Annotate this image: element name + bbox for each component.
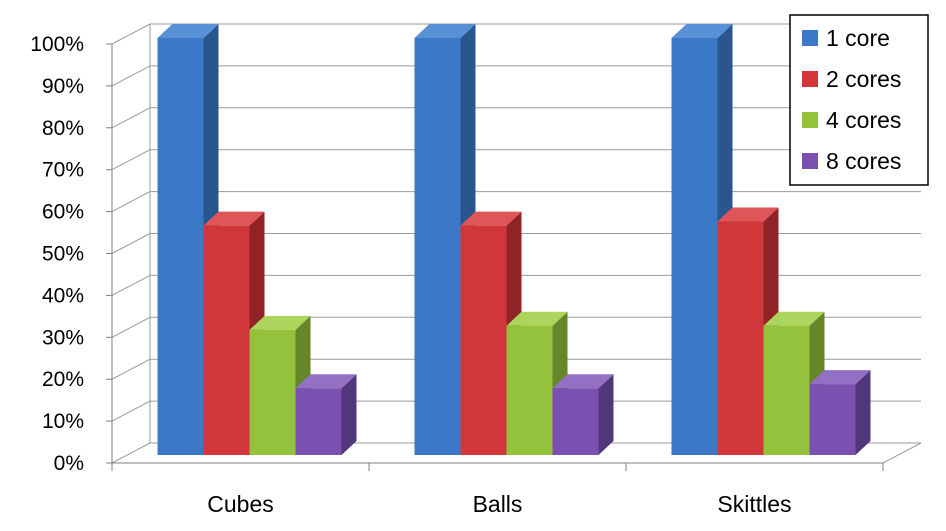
y-tick-label: 0%	[54, 452, 84, 475]
chart-legend: 1 core 2 cores 4 cores 8 cores	[789, 14, 929, 186]
bar-8-cores-balls	[552, 374, 614, 455]
legend-label: 1 core	[826, 25, 890, 51]
bar-top	[414, 24, 476, 38]
legend-item: 2 cores	[802, 66, 901, 92]
bar-front	[460, 225, 507, 455]
category-label: Skittles	[717, 491, 791, 517]
bar-front	[552, 388, 599, 455]
y-tick-label: 100%	[30, 33, 84, 56]
legend-label: 2 cores	[826, 66, 901, 92]
gridline-side	[111, 149, 151, 171]
bar-top	[157, 24, 219, 38]
bar-front	[295, 388, 342, 455]
gridline-side	[111, 23, 151, 45]
legend-label: 8 cores	[826, 148, 901, 174]
bar-top	[460, 211, 522, 226]
bar-8-cores-skittles	[809, 370, 871, 455]
legend-swatch	[802, 153, 818, 169]
bar-top	[249, 315, 311, 330]
legend-label: 4 cores	[826, 107, 901, 133]
bar-front	[763, 325, 810, 455]
y-tick-label: 10%	[42, 410, 84, 433]
legend-swatch	[802, 71, 818, 87]
y-tick-label: 40%	[42, 284, 84, 307]
category-label: Cubes	[207, 491, 273, 517]
legend-swatch	[802, 112, 818, 128]
y-tick-label: 50%	[42, 243, 84, 266]
bar-top	[295, 374, 357, 389]
y-tick-label: 70%	[42, 159, 84, 182]
bar-top	[203, 211, 265, 226]
y-tick-label: 30%	[42, 326, 84, 349]
chart-axes: 0% 10% 20% 30% 40% 50% 60% 70% 80% 90% 100%	[30, 33, 884, 475]
bar-8-cores-cubes	[295, 374, 357, 455]
bar-front	[157, 38, 204, 455]
gridline-side	[111, 65, 151, 87]
bar-front	[203, 225, 250, 455]
bar-front	[414, 38, 461, 455]
bar-front	[809, 384, 856, 455]
legend-item: 8 cores	[802, 148, 901, 174]
bar-top	[671, 24, 733, 38]
gridline-side	[111, 191, 151, 213]
legend-item: 1 core	[802, 25, 890, 51]
gridline-side	[111, 316, 151, 338]
bar-top	[506, 311, 568, 326]
y-tick-label: 90%	[42, 75, 84, 98]
bar-top	[552, 374, 614, 389]
gridline-side	[111, 358, 151, 380]
gridline-side	[111, 233, 151, 254]
gridline-side	[111, 107, 151, 129]
bar-top	[717, 207, 779, 222]
y-tick-label: 60%	[42, 201, 84, 224]
bar-front	[717, 221, 764, 455]
category-label: Balls	[473, 491, 523, 517]
bar-top	[763, 311, 825, 326]
y-tick-label: 80%	[42, 117, 84, 140]
bar-side	[341, 374, 357, 455]
y-tick-label: 20%	[42, 368, 84, 391]
gridline-side	[111, 274, 151, 296]
bar-front	[671, 38, 718, 455]
chart-bars	[157, 24, 871, 455]
bar-front	[249, 329, 296, 455]
gridline-side	[111, 400, 151, 422]
legend-item: 4 cores	[802, 107, 901, 133]
bar-side	[598, 374, 614, 455]
category-labels: Cubes Balls Skittles	[207, 491, 791, 517]
legend-swatch	[802, 30, 818, 46]
bar-front	[506, 325, 553, 455]
bar-top	[809, 370, 871, 385]
bar-side	[855, 370, 871, 455]
